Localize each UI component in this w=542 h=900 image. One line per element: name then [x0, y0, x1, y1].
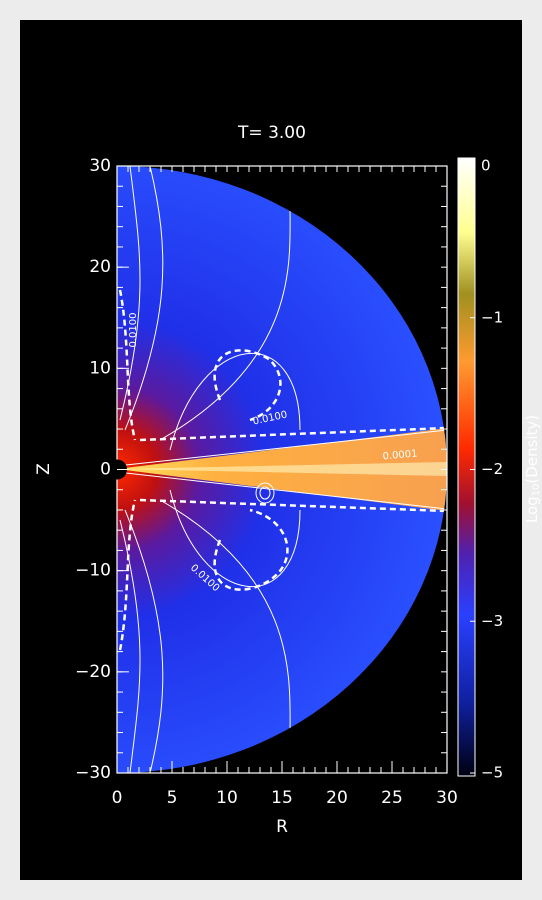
x-tick-label: 20	[326, 788, 348, 808]
x-tick-label: 5	[167, 788, 178, 808]
chart-title: T= 3.00	[237, 123, 306, 143]
y-tick-label: 10	[89, 358, 111, 378]
colorbar-label: Log10(Density)	[523, 415, 542, 523]
colorbar-tick-label: 0	[481, 157, 491, 175]
x-axis-label: R	[276, 817, 288, 837]
contour-label: 0.0100	[128, 313, 139, 348]
y-tick-label: 0	[100, 460, 111, 480]
colorbar	[457, 157, 476, 777]
x-tick-label: 30	[436, 788, 458, 808]
contour-label: 0.0001	[382, 448, 418, 462]
colorbar-tick-label: −5	[481, 764, 503, 782]
colorbar-tick-label: −2	[481, 460, 503, 478]
x-tick-label: 10	[216, 788, 238, 808]
y-tick-label: −30	[75, 763, 111, 783]
colorbar-label-rest: (Density)	[523, 415, 541, 484]
x-tick-label: 15	[271, 788, 293, 808]
y-tick-label: 20	[89, 257, 111, 277]
colorbar-label-sub: 10	[531, 484, 542, 497]
y-tick-label: 30	[89, 156, 111, 176]
y-axis-label: Z	[34, 463, 54, 475]
colorbar-label-base: Log	[523, 496, 541, 523]
y-tick-label: −20	[75, 662, 111, 682]
x-tick-label: 0	[112, 788, 123, 808]
colorbar-tick-label: −1	[481, 308, 503, 326]
colorbar-tick-label: −3	[481, 612, 503, 630]
x-tick-label: 25	[381, 788, 403, 808]
y-tick-label: −10	[75, 561, 111, 581]
